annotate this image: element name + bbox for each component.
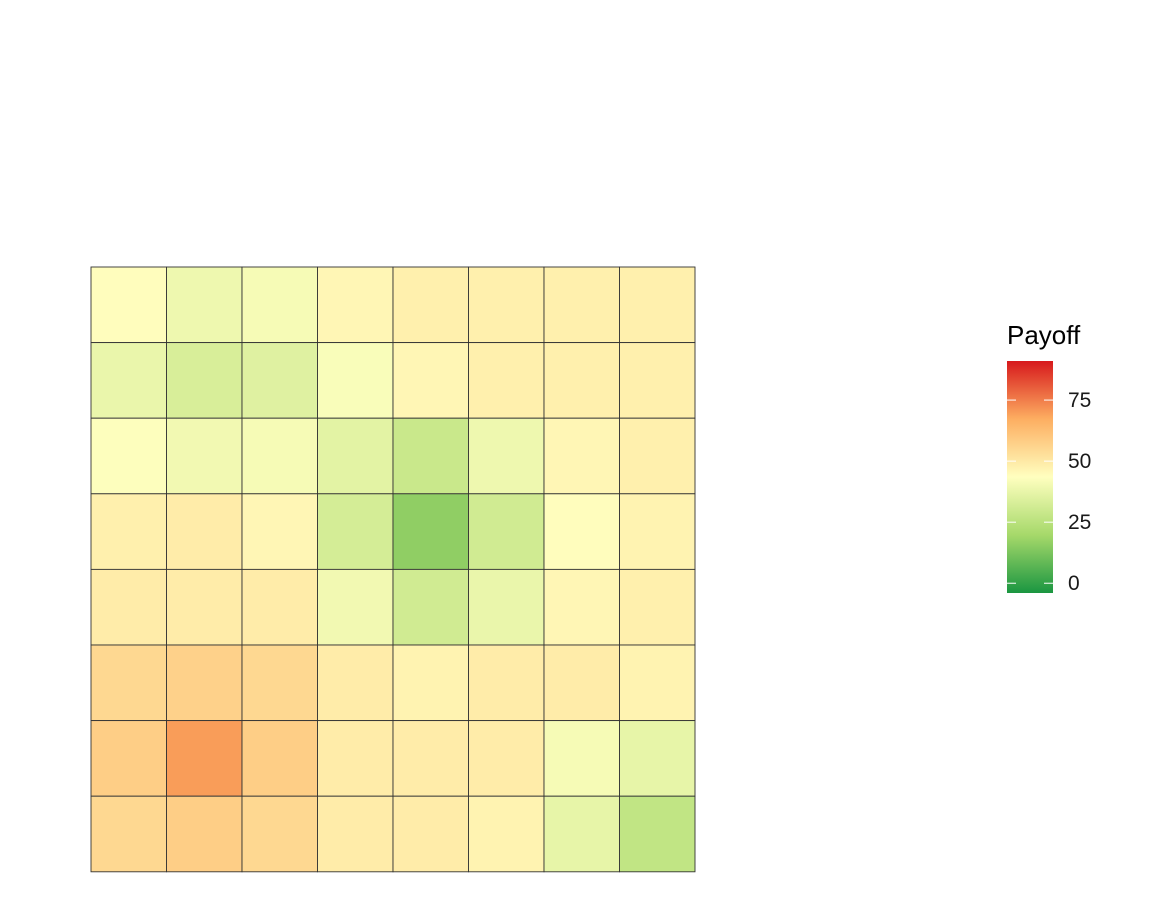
heatmap-cell-r8-c5 — [392, 795, 469, 873]
legend: Payoff 0 25 50 75 — [1007, 320, 1091, 595]
heatmap-cell-r3-c1 — [90, 417, 167, 495]
legend-colorbar — [1007, 361, 1053, 593]
heatmap-cell-r4-c6 — [468, 493, 545, 570]
heatmap-cell-r8-c6 — [468, 795, 545, 873]
heatmap-cell-r2-c7 — [543, 342, 620, 419]
heatmap-cell-r1-c1 — [90, 266, 167, 344]
heatmap-cell-r2-c8 — [619, 342, 696, 419]
heatmap-cell-r4-c4 — [317, 493, 394, 570]
heatmap-cell-r7-c6 — [468, 720, 545, 797]
heatmap-cell-r3-c7 — [543, 417, 620, 495]
heatmap-cell-r2-c1 — [90, 342, 167, 419]
heatmap-cell-r3-c4 — [317, 417, 394, 495]
heatmap-cell-r5-c8 — [619, 568, 696, 646]
heatmap-cell-r7-c4 — [317, 720, 394, 797]
heatmap-cell-r8-c7 — [543, 795, 620, 873]
heatmap-cell-r6-c3 — [241, 644, 318, 722]
legend-ticks: 0 25 50 75 — [1007, 389, 1091, 595]
heatmap-cell-r6-c6 — [468, 644, 545, 722]
heatmap-cell-r2-c2 — [166, 342, 243, 419]
heatmap-cell-r1-c5 — [392, 266, 469, 344]
heatmap-cell-r3-c3 — [241, 417, 318, 495]
heatmap-cell-r7-c3 — [241, 720, 318, 797]
heatmap-cell-r4-c5 — [392, 493, 469, 570]
legend-title: Payoff — [1007, 320, 1081, 350]
heatmap-cells — [90, 266, 696, 873]
heatmap-cell-r3-c6 — [468, 417, 545, 495]
heatmap-cell-r1-c3 — [241, 266, 318, 344]
heatmap-cell-r2-c3 — [241, 342, 318, 419]
heatmap-cell-r6-c7 — [543, 644, 620, 722]
heatmap-cell-r7-c7 — [543, 720, 620, 797]
heatmap-cell-r3-c5 — [392, 417, 469, 495]
heatmap-cell-r4-c7 — [543, 493, 620, 570]
heatmap-cell-r1-c7 — [543, 266, 620, 344]
legend-tick-label-75: 75 — [1068, 389, 1091, 412]
heatmap-cell-r5-c7 — [543, 568, 620, 646]
heatmap-cell-r3-c2 — [166, 417, 243, 495]
heatmap-cell-r8-c8 — [619, 795, 696, 873]
heatmap-cell-r5-c5 — [392, 568, 469, 646]
heatmap-cell-r8-c2 — [166, 795, 243, 873]
heatmap-cell-r7-c1 — [90, 720, 167, 797]
heatmap-cell-r4-c1 — [90, 493, 167, 570]
heatmap-cell-r5-c1 — [90, 568, 167, 646]
heatmap-cell-r2-c5 — [392, 342, 469, 419]
heatmap-cell-r5-c4 — [317, 568, 394, 646]
heatmap-cell-r6-c1 — [90, 644, 167, 722]
heatmap-cell-r1-c4 — [317, 266, 394, 344]
heatmap-cell-r6-c8 — [619, 644, 696, 722]
heatmap-cell-r1-c2 — [166, 266, 243, 344]
heatmap-cell-r4-c8 — [619, 493, 696, 570]
heatmap-cell-r3-c8 — [619, 417, 696, 495]
heatmap-cell-r5-c6 — [468, 568, 545, 646]
heatmap-cell-r1-c6 — [468, 266, 545, 344]
heatmap-cell-r8-c4 — [317, 795, 394, 873]
heatmap-cell-r5-c2 — [166, 568, 243, 646]
heatmap-cell-r6-c4 — [317, 644, 394, 722]
heatmap-cell-r1-c8 — [619, 266, 696, 344]
legend-tick-label-25: 25 — [1068, 511, 1091, 534]
legend-tick-label-50: 50 — [1068, 450, 1091, 473]
heatmap-cell-r5-c3 — [241, 568, 318, 646]
heatmap-cell-r8-c3 — [241, 795, 318, 873]
heatmap-cell-r4-c2 — [166, 493, 243, 570]
legend-tick-label-0: 0 — [1068, 572, 1080, 595]
heatmap-cell-r2-c6 — [468, 342, 545, 419]
heatmap-cell-r4-c3 — [241, 493, 318, 570]
heatmap-cell-r8-c1 — [90, 795, 167, 873]
heatmap-cell-r7-c8 — [619, 720, 696, 797]
heatmap-cell-r6-c2 — [166, 644, 243, 722]
heatmap-cell-r7-c2 — [166, 720, 243, 797]
heatmap-cell-r6-c5 — [392, 644, 469, 722]
heatmap-cell-r7-c5 — [392, 720, 469, 797]
heatmap-cell-r2-c4 — [317, 342, 394, 419]
